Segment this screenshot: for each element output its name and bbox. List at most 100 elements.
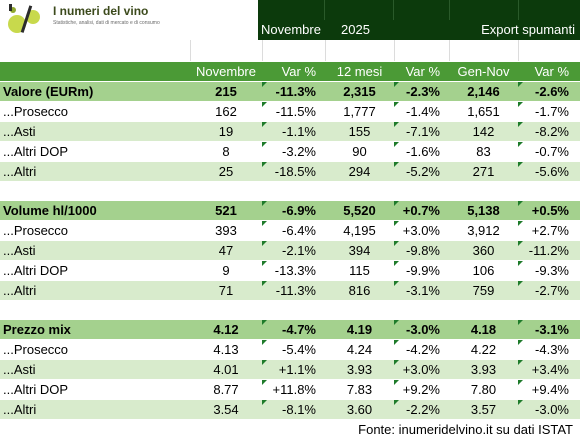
cell-marker-icon: [518, 241, 523, 246]
cell-marker-icon: [394, 102, 399, 107]
cell-marker-icon: [394, 400, 399, 405]
cell-marker-icon: [518, 380, 523, 385]
cell-marker-icon: [518, 102, 523, 107]
cell-marker-icon: [262, 320, 267, 325]
variation-cell: +9.4%: [531, 382, 569, 397]
variation-cell: -9.9%: [406, 263, 440, 278]
cell-marker-icon: [262, 122, 267, 127]
wine-glass-logo-icon: [8, 4, 40, 33]
variation-cell: -4.2%: [406, 342, 440, 357]
variation-cell: -11.2%: [528, 243, 569, 258]
row-label: ...Prosecco: [3, 223, 69, 238]
value-cell: 3.60: [346, 402, 373, 417]
cell-marker-icon: [394, 142, 399, 147]
variation-cell: -3.1%: [535, 322, 569, 337]
col-header-var: Var %: [405, 64, 440, 79]
cell-marker-icon: [518, 162, 523, 167]
row-label: ...Altri: [3, 402, 37, 417]
value-cell: 2,146: [467, 84, 500, 99]
value-cell: 4.22: [470, 342, 497, 357]
value-cell: 90: [352, 144, 367, 159]
value-cell: 47: [218, 243, 234, 258]
row-label: ...Altri DOP: [3, 263, 69, 278]
logo-subtitle: Statistiche, analisi, dati di mercato e …: [53, 20, 160, 26]
row-label: ...Prosecco: [3, 104, 69, 119]
row-label: ...Asti: [3, 124, 36, 139]
cell-marker-icon: [518, 320, 523, 325]
row-label: Prezzo mix: [3, 322, 71, 337]
cell-marker-icon: [394, 122, 399, 127]
variation-cell: +1.1%: [278, 362, 316, 377]
value-cell: 360: [472, 243, 495, 258]
variation-cell: -2.2%: [406, 402, 440, 417]
variation-cell: -9.3%: [535, 263, 569, 278]
row-label: ...Altri DOP: [3, 382, 69, 397]
cell-marker-icon: [394, 281, 399, 286]
table-row: ...Altri 71 -11.3% 816 -3.1% 759 -2.7%: [0, 281, 580, 300]
col-header-gen-nov: Gen-Nov: [457, 64, 510, 79]
value-cell: 816: [348, 283, 371, 298]
cell-marker-icon: [518, 82, 523, 87]
row-label: ...Asti: [3, 362, 36, 377]
cell-marker-icon: [394, 221, 399, 226]
col-header-var: Var %: [281, 64, 316, 79]
section-spacer: [0, 301, 580, 320]
column-header-row: Novembre Var % 12 mesi Var % Gen-Nov Var…: [0, 62, 580, 81]
value-cell: 3.57: [470, 402, 497, 417]
row-label: ...Prosecco: [3, 342, 69, 357]
variation-cell: -2.6%: [535, 84, 569, 99]
row-label: ...Altri: [3, 283, 37, 298]
cell-marker-icon: [394, 261, 399, 266]
value-cell: 4.18: [470, 322, 497, 337]
value-cell: 4,195: [343, 223, 376, 238]
value-cell: 8: [222, 144, 230, 159]
value-cell: 25: [218, 164, 234, 179]
value-cell: 271: [472, 164, 495, 179]
value-cell: 2,315: [343, 84, 376, 99]
variation-cell: +3.0%: [402, 223, 440, 238]
value-cell: 4.24: [346, 342, 373, 357]
variation-cell: +11.8%: [272, 382, 317, 397]
header-month: Novembre: [261, 22, 321, 37]
variation-cell: -11.5%: [275, 104, 316, 119]
cell-marker-icon: [394, 340, 399, 345]
variation-cell: -1.6%: [406, 144, 440, 159]
variation-cell: +3.0%: [402, 362, 440, 377]
table-total-row: Prezzo mix 4.12 -4.7% 4.19 -3.0% 4.18 -3.1%: [0, 320, 580, 339]
variation-cell: +3.4%: [531, 362, 569, 377]
cell-marker-icon: [262, 261, 267, 266]
variation-cell: -1.7%: [535, 104, 569, 119]
cell-marker-icon: [518, 221, 523, 226]
cell-marker-icon: [262, 360, 267, 365]
variation-cell: -2.7%: [535, 283, 569, 298]
cell-marker-icon: [394, 201, 399, 206]
value-cell: 294: [348, 164, 371, 179]
table-row: ...Altri 3.54 -8.1% 3.60 -2.2% 3.57 -3.0%: [0, 400, 580, 419]
cell-marker-icon: [262, 241, 267, 246]
variation-cell: -7.1%: [406, 124, 440, 139]
table-row: ...Altri 25 -18.5% 294 -5.2% 271 -5.6%: [0, 162, 580, 181]
cell-marker-icon: [394, 241, 399, 246]
logo-title: I numeri del vino: [53, 4, 149, 18]
variation-cell: +2.7%: [531, 223, 569, 238]
value-cell: 7.80: [470, 382, 497, 397]
table-row: ...Altri DOP 8 -3.2% 90 -1.6% 83 -0.7%: [0, 142, 580, 161]
variation-cell: -8.2%: [535, 124, 569, 139]
cell-marker-icon: [262, 201, 267, 206]
table-row: ...Prosecco 393 -6.4% 4,195 +3.0% 3,912 +2.7%: [0, 221, 580, 240]
value-cell: 7.83: [346, 382, 373, 397]
cell-marker-icon: [262, 400, 267, 405]
section-spacer: [0, 182, 580, 201]
col-header-12-mesi: 12 mesi: [336, 64, 383, 79]
variation-cell: -4.3%: [535, 342, 569, 357]
cell-marker-icon: [394, 82, 399, 87]
variation-cell: -5.2%: [406, 164, 440, 179]
cell-marker-icon: [518, 201, 523, 206]
value-cell: 393: [215, 223, 237, 238]
variation-cell: -3.0%: [406, 322, 440, 337]
value-cell: 162: [215, 104, 237, 119]
col-header-var: Var %: [534, 64, 569, 79]
variation-cell: -5.6%: [535, 164, 569, 179]
empty-row: [0, 40, 580, 61]
